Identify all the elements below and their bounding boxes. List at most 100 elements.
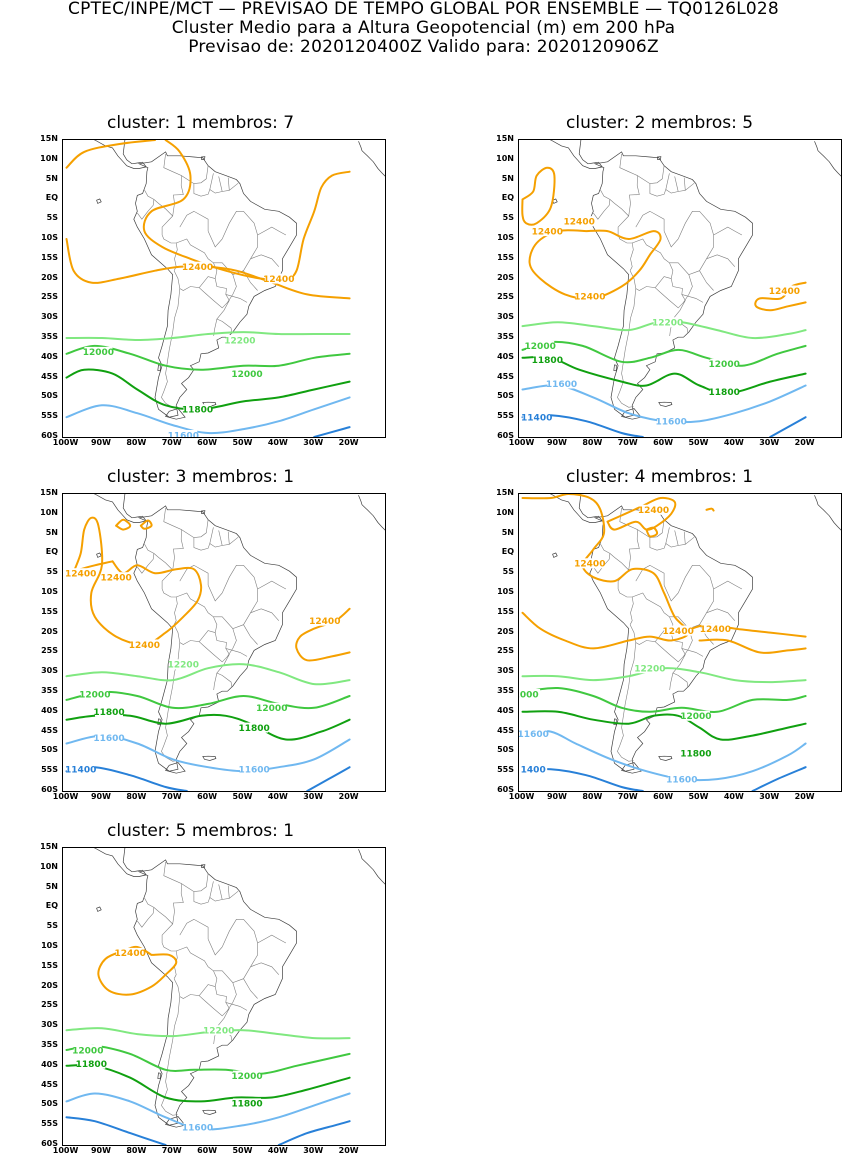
country-border: [243, 978, 258, 999]
contour-label-bg: [66, 568, 95, 579]
country-border: [227, 177, 230, 191]
country-border: [669, 672, 674, 691]
longitude-tick-label: 100W: [508, 438, 535, 447]
contour-label: 12400: [564, 218, 595, 228]
coastline-trinidad: [201, 510, 206, 514]
latitude-tick-label: 20S: [497, 272, 514, 282]
latitude-tick-label: 5S: [46, 921, 58, 931]
contour-label-bg: [130, 639, 159, 650]
contour-label: 12400: [663, 627, 694, 637]
country-border: [227, 628, 237, 657]
country-border: [669, 211, 714, 275]
contour-11400: [751, 766, 807, 791]
latitude-tick-label: 25S: [41, 1000, 58, 1010]
contour-label-bg: [66, 764, 95, 775]
coastline-central-america: [93, 140, 147, 169]
latitude-tick-label: 15S: [497, 606, 514, 616]
coastline-trinidad: [657, 156, 662, 160]
coastline-south-america: [133, 151, 297, 418]
map-frame: 12400 12400 12200 12000 12000 11800 11600: [62, 139, 386, 438]
latitude-tick-label: 15N: [40, 842, 58, 851]
contour-label: 12000: [256, 704, 287, 714]
coastline-chiloe: [157, 1072, 161, 1080]
contour-12200: [65, 663, 351, 686]
longitude-tick-label: 60W: [197, 1146, 218, 1155]
latitude-tick-label: 60S: [41, 785, 58, 794]
coastline-africa: [358, 141, 385, 177]
latitude-tick-label: 25S: [41, 292, 58, 302]
country-border: [144, 543, 173, 571]
contour-label: 12000: [79, 690, 110, 700]
contour-label-bg: [770, 285, 799, 296]
contour-label: 12000: [525, 342, 556, 352]
country-border: [663, 584, 679, 602]
latitude-tick-label: 15S: [41, 960, 58, 970]
panel-title: cluster: 3 membros: 1: [107, 467, 295, 487]
latitude-tick-label: 20S: [41, 272, 58, 282]
contour-label-bg: [102, 572, 131, 583]
latitude-tick-label: 10S: [41, 587, 58, 596]
country-border: [163, 507, 184, 571]
latitude-tick-label: 40S: [497, 705, 514, 715]
country-border: [713, 226, 743, 236]
country-border: [163, 861, 184, 925]
contour-11800: [521, 355, 807, 395]
country-border: [216, 300, 233, 334]
country-border: [137, 199, 155, 220]
longitude-tick-label: 60W: [653, 792, 674, 801]
contour-label: 11600: [546, 380, 577, 390]
latitude-tick-label: 20S: [497, 626, 514, 636]
country-border: [179, 918, 209, 940]
country-border: [193, 536, 239, 551]
country-border: [216, 654, 233, 688]
coastline-africa: [358, 849, 385, 885]
latitude-tick-label: 25S: [41, 646, 58, 656]
coastline-wolf-isl: [96, 552, 102, 558]
contour-12400: [698, 638, 807, 654]
country-border: [683, 177, 686, 191]
coastline-falklands: [658, 755, 673, 761]
latitude-tick-label: 35S: [497, 332, 514, 341]
country-border: [181, 873, 209, 892]
country-border: [593, 553, 611, 574]
country-border: [713, 580, 743, 590]
country-border: [207, 230, 223, 248]
longitude-tick-label: 70W: [161, 792, 182, 801]
contour-label: 11400: [65, 766, 96, 776]
map-canvas: 12400 12200 12000 12000 11800 11800 11600: [65, 848, 385, 1145]
contour-label-bg: [225, 335, 254, 345]
longitude-tick-label: 100W: [508, 792, 535, 801]
latitude-tick-label: EQ: [45, 193, 58, 203]
coastline-central-america: [93, 494, 147, 523]
coastline-central-america: [549, 140, 603, 169]
latitude-tick-label: 5N: [45, 881, 58, 891]
latitude-tick-label: 15N: [40, 134, 58, 143]
country-border: [179, 564, 209, 586]
contour-label: 11600: [182, 1124, 213, 1134]
map-canvas: 1240012400124001240012200120001200011800…: [521, 140, 841, 437]
longitude-tick-label: 50W: [232, 438, 253, 447]
longitude-tick-label: 30W: [303, 438, 324, 447]
latitude-tick-label: 40S: [41, 1059, 58, 1069]
country-border: [198, 986, 230, 1017]
latitude-tick-label: 15N: [40, 488, 58, 497]
figure-header: CPTEC/INPE/MCT — PREVISAO DE TEMPO GLOBA…: [0, 0, 847, 57]
contour-label: 12400: [532, 227, 563, 237]
contour-12200: [65, 331, 351, 341]
contour-12200: [521, 667, 807, 684]
contour-label: 12000: [680, 712, 711, 722]
contour-label-bg: [84, 346, 113, 357]
country-border: [225, 294, 248, 303]
latitude-tick-label: 5S: [502, 567, 514, 577]
country-border: [663, 230, 679, 248]
country-border: [593, 199, 611, 220]
latitude-tick-label: 10S: [41, 233, 58, 242]
country-border: [683, 531, 686, 545]
country-border: [161, 215, 178, 271]
longitude-tick-label: 80W: [126, 792, 147, 801]
country-border: [677, 211, 700, 240]
contour-label: 11600: [666, 775, 697, 785]
country-border: [225, 1002, 248, 1011]
country-border: [617, 215, 634, 271]
latitude-tick-label: 60S: [497, 431, 514, 440]
